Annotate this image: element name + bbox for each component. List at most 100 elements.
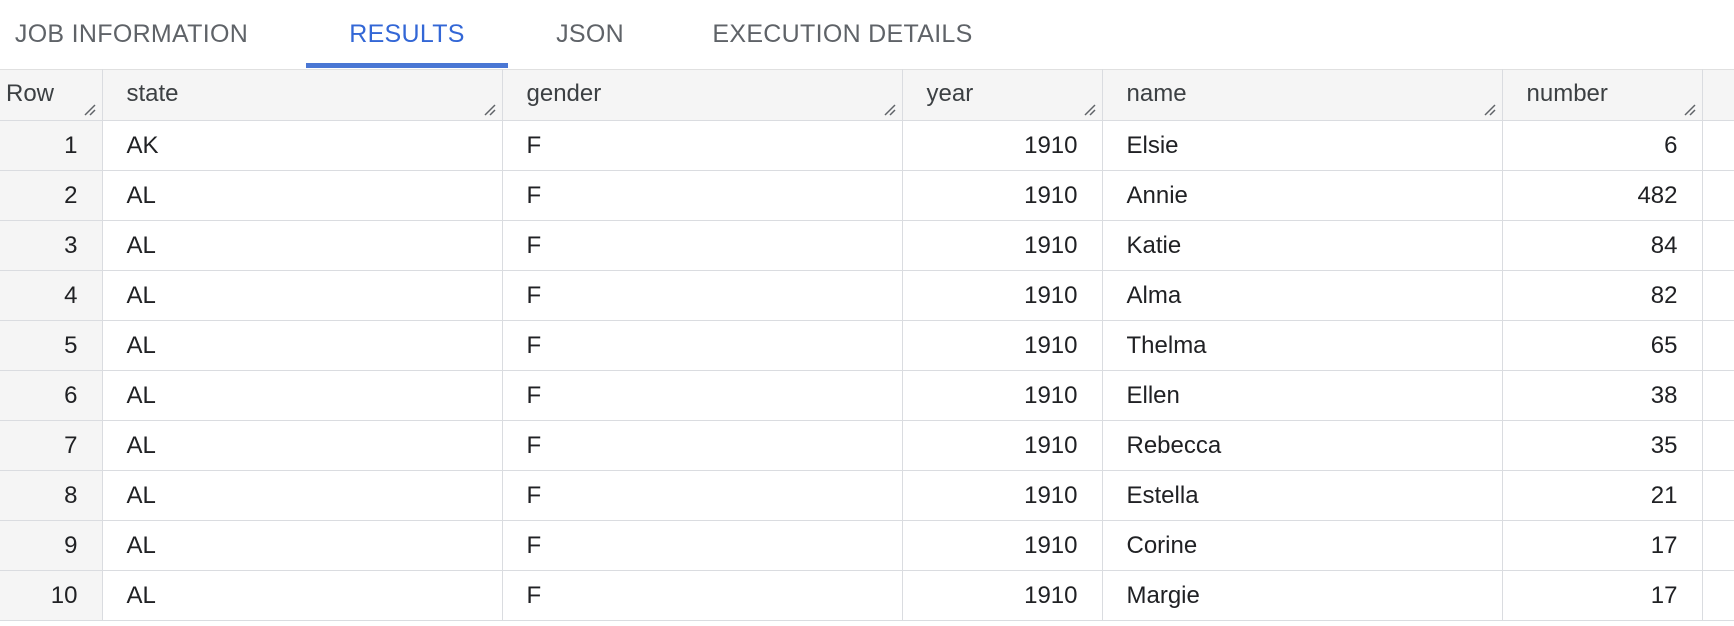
- gender-cell[interactable]: F: [502, 170, 903, 221]
- tab-execution-details[interactable]: EXECUTION DETAILS: [700, 0, 985, 68]
- gender-cell[interactable]: F: [502, 370, 903, 421]
- table-row[interactable]: 8 AL F 1910 Estella 21: [0, 470, 1734, 521]
- table-row[interactable]: 9 AL F 1910 Corine 17: [0, 520, 1734, 571]
- number-cell[interactable]: 38: [1502, 370, 1703, 421]
- row-filler: [1702, 270, 1734, 321]
- column-resize-icon[interactable]: [1082, 102, 1096, 116]
- row-number-cell[interactable]: 8: [0, 470, 103, 521]
- row-number-cell[interactable]: 5: [0, 320, 103, 371]
- number-cell[interactable]: 21: [1502, 470, 1703, 521]
- results-table: Row state gender year name: [0, 69, 1734, 621]
- row-filler: [1702, 320, 1734, 371]
- state-cell[interactable]: AL: [102, 320, 503, 371]
- row-number-cell[interactable]: 7: [0, 420, 103, 471]
- results-tab-bar: JOB INFORMATION RESULTS JSON EXECUTION D…: [0, 0, 1734, 68]
- column-header-gender[interactable]: gender: [502, 69, 903, 121]
- number-cell[interactable]: 65: [1502, 320, 1703, 371]
- number-cell[interactable]: 84: [1502, 220, 1703, 271]
- state-cell[interactable]: AL: [102, 570, 503, 621]
- year-cell[interactable]: 1910: [902, 120, 1103, 171]
- year-cell[interactable]: 1910: [902, 270, 1103, 321]
- row-number-cell[interactable]: 4: [0, 270, 103, 321]
- column-resize-icon[interactable]: [482, 102, 496, 116]
- table-row[interactable]: 6 AL F 1910 Ellen 38: [0, 370, 1734, 421]
- gender-cell[interactable]: F: [502, 120, 903, 171]
- year-cell[interactable]: 1910: [902, 470, 1103, 521]
- state-cell[interactable]: AL: [102, 470, 503, 521]
- gender-cell[interactable]: F: [502, 320, 903, 371]
- name-cell[interactable]: Estella: [1102, 470, 1503, 521]
- number-cell[interactable]: 482: [1502, 170, 1703, 221]
- gender-cell[interactable]: F: [502, 570, 903, 621]
- tab-label: JSON: [556, 19, 624, 48]
- row-number-cell[interactable]: 1: [0, 120, 103, 171]
- row-number-cell[interactable]: 2: [0, 170, 103, 221]
- tab-label: JOB INFORMATION: [14, 19, 249, 48]
- row-filler: [1702, 470, 1734, 521]
- year-cell[interactable]: 1910: [902, 170, 1103, 221]
- results-table-container: Row state gender year name: [0, 69, 1734, 626]
- state-cell[interactable]: AL: [102, 270, 503, 321]
- name-cell[interactable]: Elsie: [1102, 120, 1503, 171]
- state-cell[interactable]: AL: [102, 520, 503, 571]
- number-cell[interactable]: 35: [1502, 420, 1703, 471]
- column-header-name[interactable]: name: [1102, 69, 1503, 121]
- number-cell[interactable]: 17: [1502, 570, 1703, 621]
- row-filler: [1702, 120, 1734, 171]
- column-resize-icon[interactable]: [882, 102, 896, 116]
- name-cell[interactable]: Annie: [1102, 170, 1503, 221]
- state-cell[interactable]: AL: [102, 170, 503, 221]
- table-body: 1 AK F 1910 Elsie 6 2 AL F 1910 Annie 482 3 AL F 1910 Ka…: [0, 120, 1734, 621]
- gender-cell[interactable]: F: [502, 520, 903, 571]
- tab-results[interactable]: RESULTS: [306, 0, 508, 68]
- name-cell[interactable]: Thelma: [1102, 320, 1503, 371]
- row-number-cell[interactable]: 10: [0, 570, 103, 621]
- column-resize-icon[interactable]: [1682, 102, 1696, 116]
- column-header-year[interactable]: year: [902, 69, 1103, 121]
- gender-cell[interactable]: F: [502, 270, 903, 321]
- column-resize-icon[interactable]: [1482, 102, 1496, 116]
- tab-json[interactable]: JSON: [540, 0, 640, 68]
- year-cell[interactable]: 1910: [902, 520, 1103, 571]
- state-cell[interactable]: AL: [102, 220, 503, 271]
- name-cell[interactable]: Rebecca: [1102, 420, 1503, 471]
- table-row[interactable]: 4 AL F 1910 Alma 82: [0, 270, 1734, 321]
- state-cell[interactable]: AK: [102, 120, 503, 171]
- name-cell[interactable]: Ellen: [1102, 370, 1503, 421]
- tab-label: RESULTS: [349, 19, 465, 48]
- name-cell[interactable]: Corine: [1102, 520, 1503, 571]
- gender-cell[interactable]: F: [502, 220, 903, 271]
- column-header-state[interactable]: state: [102, 69, 503, 121]
- number-cell[interactable]: 17: [1502, 520, 1703, 571]
- column-resize-icon[interactable]: [82, 102, 96, 116]
- year-cell[interactable]: 1910: [902, 370, 1103, 421]
- table-row[interactable]: 10 AL F 1910 Margie 17: [0, 570, 1734, 621]
- row-number-cell[interactable]: 9: [0, 520, 103, 571]
- tab-job-information[interactable]: JOB INFORMATION: [0, 0, 263, 68]
- state-cell[interactable]: AL: [102, 370, 503, 421]
- name-cell[interactable]: Katie: [1102, 220, 1503, 271]
- number-cell[interactable]: 82: [1502, 270, 1703, 321]
- gender-cell[interactable]: F: [502, 470, 903, 521]
- gender-cell[interactable]: F: [502, 420, 903, 471]
- table-row[interactable]: 2 AL F 1910 Annie 482: [0, 170, 1734, 221]
- state-cell[interactable]: AL: [102, 420, 503, 471]
- row-filler: [1702, 570, 1734, 621]
- year-cell[interactable]: 1910: [902, 220, 1103, 271]
- table-row[interactable]: 5 AL F 1910 Thelma 65: [0, 320, 1734, 371]
- row-number-cell[interactable]: 3: [0, 220, 103, 271]
- table-row[interactable]: 3 AL F 1910 Katie 84: [0, 220, 1734, 271]
- row-filler: [1702, 370, 1734, 421]
- column-header-number[interactable]: number: [1502, 69, 1703, 121]
- row-number-cell[interactable]: 6: [0, 370, 103, 421]
- year-cell[interactable]: 1910: [902, 420, 1103, 471]
- table-row[interactable]: 7 AL F 1910 Rebecca 35: [0, 420, 1734, 471]
- table-row[interactable]: 1 AK F 1910 Elsie 6: [0, 120, 1734, 171]
- number-cell[interactable]: 6: [1502, 120, 1703, 171]
- year-cell[interactable]: 1910: [902, 570, 1103, 621]
- year-cell[interactable]: 1910: [902, 320, 1103, 371]
- name-cell[interactable]: Alma: [1102, 270, 1503, 321]
- column-header-label: gender: [526, 80, 602, 107]
- row-filler: [1702, 420, 1734, 471]
- name-cell[interactable]: Margie: [1102, 570, 1503, 621]
